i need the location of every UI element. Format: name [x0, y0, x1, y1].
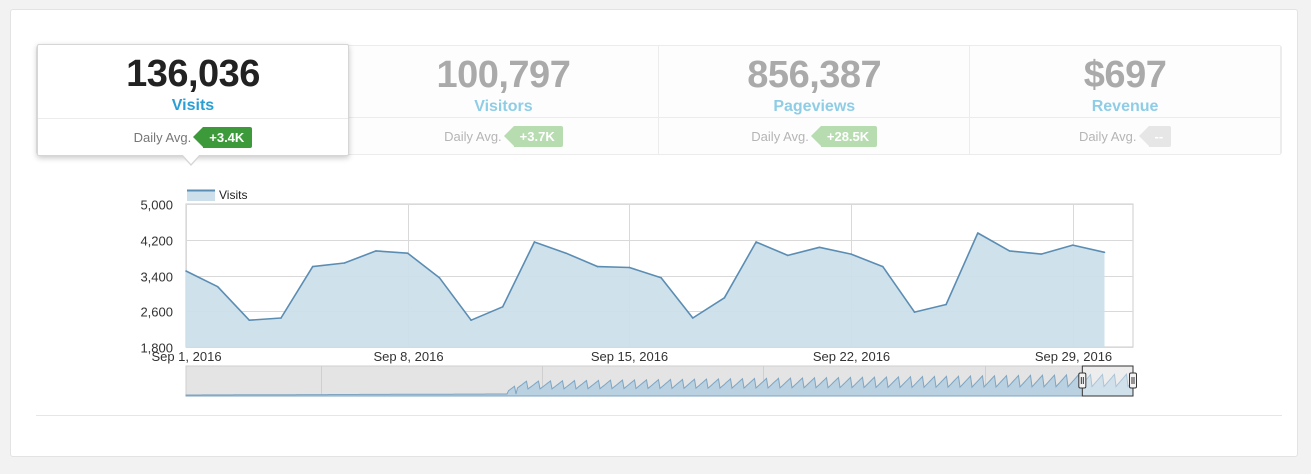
- visits-point: [1040, 253, 1042, 255]
- visits-point: [280, 317, 282, 319]
- metric-footer: Daily Avg. +28.5K: [659, 117, 970, 154]
- visits-point: [375, 250, 377, 252]
- visits-point: [945, 303, 947, 306]
- visits-point: [628, 266, 631, 269]
- visits-point: [977, 232, 979, 234]
- x-tick-label: Sep 15, 2016: [591, 349, 668, 364]
- daily-avg-label: Daily Avg.: [133, 129, 192, 145]
- visits-point: [723, 297, 726, 299]
- daily-avg-label: Daily Avg.: [751, 128, 809, 144]
- metric-label: Visitors: [474, 98, 533, 115]
- visits-point: [311, 265, 314, 268]
- visits-point: [1072, 244, 1074, 246]
- daily-avg-label: Daily Avg.: [444, 128, 502, 144]
- visits-point: [406, 252, 409, 254]
- metric-tab-visits[interactable]: 136,036 Visits Daily Avg. +3.4K: [37, 44, 349, 166]
- metric-value: $697: [1083, 54, 1167, 96]
- visits-point: [881, 265, 884, 268]
- visits-point: [818, 246, 821, 249]
- visits-area: [186, 233, 1105, 347]
- visits-point: [660, 276, 662, 279]
- metric-label: Visits: [171, 97, 215, 114]
- change-badge: +3.7K: [503, 125, 563, 147]
- metric-tab-pageviews[interactable]: 856,387 Pageviews Daily Avg. +28.5K: [659, 46, 971, 154]
- y-tick-label: 2,600: [140, 305, 173, 320]
- visits-point: [1008, 250, 1011, 252]
- visits-point: [248, 319, 251, 321]
- y-tick-label: 5,000: [140, 198, 173, 213]
- metric-value: 100,797: [436, 54, 571, 96]
- visits-point: [565, 252, 567, 254]
- visits-point: [913, 311, 916, 313]
- visits-point: [343, 262, 346, 264]
- visits-point: [501, 305, 504, 308]
- daily-avg-label: Daily Avg.: [1078, 128, 1137, 144]
- visits-point: [470, 319, 472, 321]
- navigator-handle-left[interactable]: [1078, 372, 1087, 389]
- metric-value: 136,036: [126, 53, 260, 95]
- legend-label: Visits: [219, 188, 247, 202]
- visits-point: [216, 285, 219, 288]
- metric-label: Revenue: [1091, 98, 1159, 115]
- y-tick-label: 3,400: [140, 270, 173, 285]
- change-badge: +3.4K: [193, 126, 253, 148]
- visits-point: [596, 265, 599, 268]
- metric-tabs: 100,797 Visitors Daily Avg. +3.7K 856,38…: [36, 44, 1282, 166]
- metric-tab-visitors[interactable]: 100,797 Visitors Daily Avg. +3.7K: [348, 46, 660, 154]
- metric-value: 856,387: [747, 54, 882, 96]
- visits-point: [1103, 251, 1106, 254]
- x-tick-label: Sep 1, 2016: [151, 349, 221, 364]
- navigator-handle-right[interactable]: [1129, 372, 1137, 389]
- navigator-series: [185, 372, 1134, 397]
- section-divider: [36, 415, 1282, 416]
- x-tick-label: Sep 29, 2016: [1035, 349, 1112, 364]
- visits-line: [185, 232, 1105, 321]
- y-tick-label: 1,800: [140, 341, 173, 356]
- visits-point: [438, 276, 441, 279]
- metric-footer: Daily Avg. +3.7K: [348, 117, 659, 154]
- metric-footer: Daily Avg. --: [970, 117, 1280, 154]
- visits-point: [533, 241, 536, 243]
- x-tick-label: Sep 22, 2016: [813, 349, 890, 364]
- visits-point: [850, 253, 852, 255]
- legend-swatch: [187, 190, 215, 201]
- visits-point: [691, 317, 694, 319]
- metric-footer: Daily Avg. +3.4K: [38, 118, 348, 155]
- navigator-selection[interactable]: [1081, 365, 1134, 397]
- active-tab-pointer: [181, 154, 201, 166]
- visits-point: [786, 254, 789, 257]
- change-badge: +28.5K: [810, 125, 878, 147]
- change-badge: --: [1138, 125, 1172, 147]
- metric-label: Pageviews: [773, 98, 856, 115]
- visits-point: [755, 241, 757, 243]
- visits-point: [185, 270, 187, 272]
- metric-tab-revenue[interactable]: $697 Revenue Daily Avg. --: [970, 46, 1281, 154]
- x-tick-label: Sep 8, 2016: [373, 349, 443, 364]
- y-tick-label: 4,200: [140, 234, 173, 249]
